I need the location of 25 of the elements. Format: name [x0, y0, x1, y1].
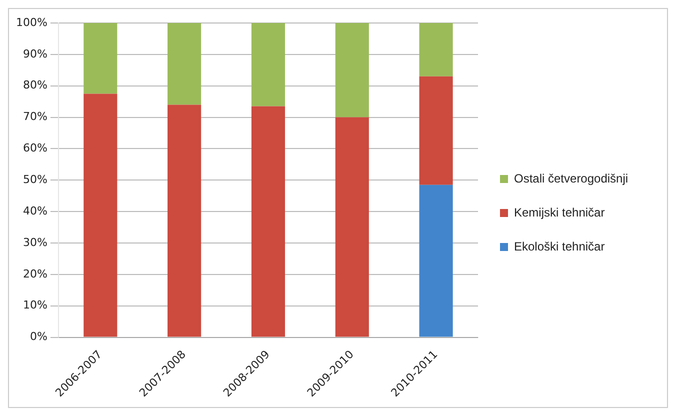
y-tick-label: 30% — [22, 236, 48, 249]
legend-label: Ostali četverogodišnji — [514, 171, 628, 186]
bar — [84, 94, 118, 337]
legend-label: Kemijski tehničar — [514, 205, 605, 220]
y-tick-label: 20% — [22, 267, 48, 280]
y-tick-label: 80% — [22, 78, 48, 92]
bar — [251, 23, 286, 106]
legend-label: Ekološki tehničar — [514, 239, 605, 254]
y-tick-label: 100% — [16, 16, 48, 29]
bar — [168, 104, 202, 337]
bar — [168, 23, 202, 105]
y-tick-label: 10% — [22, 298, 48, 312]
y-tick-label: 0% — [30, 330, 48, 344]
bar — [419, 184, 453, 337]
y-tick-label: 70% — [22, 110, 48, 124]
bar — [251, 106, 286, 337]
bar — [419, 76, 453, 185]
y-tick-label: 90% — [22, 47, 48, 60]
bar — [335, 117, 369, 337]
bar — [335, 23, 369, 118]
y-tick-label: 60% — [22, 142, 48, 155]
bar — [84, 23, 118, 94]
y-tick-label: 40% — [22, 204, 48, 218]
y-tick-label: 50% — [22, 172, 48, 186]
bar — [419, 23, 453, 76]
